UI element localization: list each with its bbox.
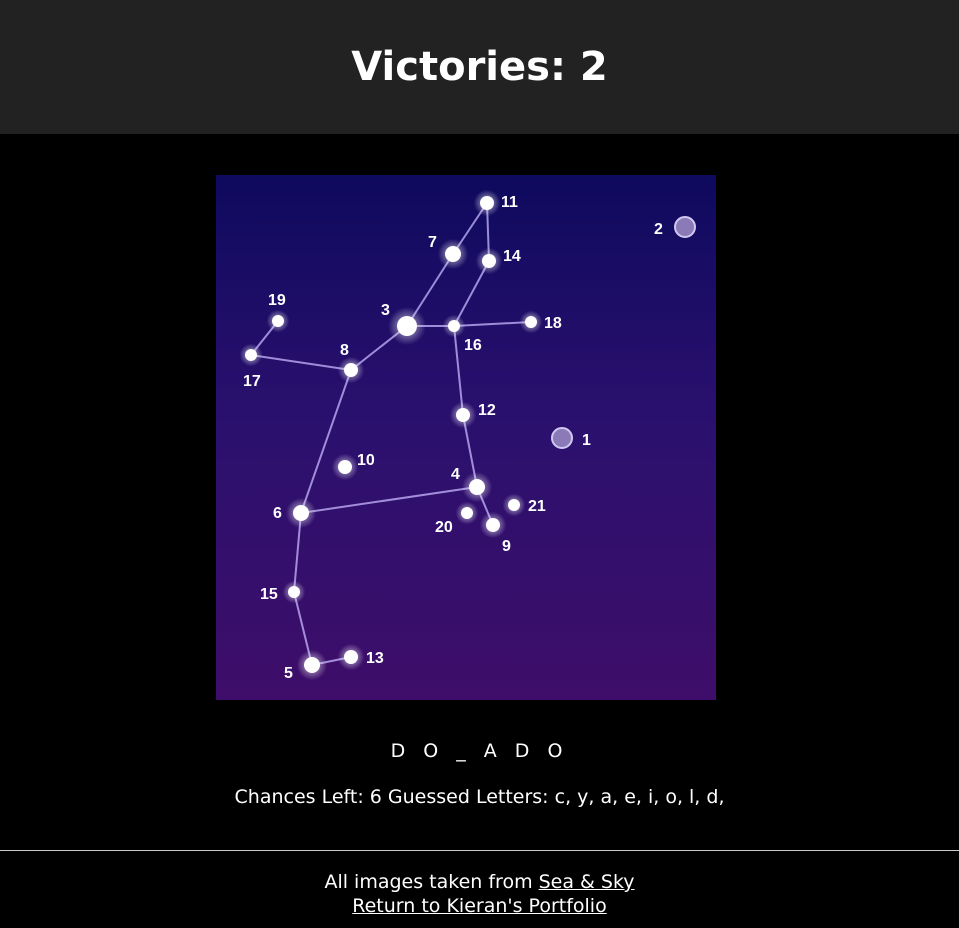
sea-and-sky-link[interactable]: Sea & Sky	[538, 871, 635, 893]
star-8: 8	[337, 342, 365, 384]
star-17: 17	[239, 343, 263, 390]
star-2: 2	[654, 216, 696, 238]
star-3: 3	[381, 302, 426, 345]
star-label-12: 12	[478, 402, 496, 419]
star-label-10: 10	[357, 452, 375, 469]
star-label-15: 15	[260, 586, 278, 603]
star-label-6: 6	[273, 505, 282, 522]
constellation-line-4-6	[300, 486, 478, 514]
constellation-line-16-12	[453, 325, 464, 416]
star-5: 5	[284, 649, 328, 682]
star-label-1: 1	[582, 432, 591, 449]
constellation-line-8-17	[250, 354, 352, 371]
star-label-14: 14	[503, 248, 521, 265]
word-display: D O _ A D O	[390, 740, 569, 762]
star-4: 4	[451, 466, 493, 503]
star-7: 7	[428, 234, 469, 270]
star-label-13: 13	[366, 650, 384, 667]
star-12: 12	[449, 401, 496, 429]
game-status: Chances Left: 6 Guessed Letters: c, y, a…	[234, 786, 725, 808]
star-label-7: 7	[428, 234, 437, 251]
star-15: 15	[260, 580, 306, 604]
star-21: 21	[502, 493, 546, 517]
star-9: 9	[479, 511, 511, 555]
star-label-16: 16	[464, 337, 482, 354]
footer: All images taken from Sea & Sky Return t…	[0, 870, 959, 918]
star-19: 19	[266, 292, 290, 333]
star-13: 13	[337, 643, 384, 671]
star-6: 6	[273, 497, 317, 529]
star-label-19: 19	[268, 292, 286, 309]
star-14: 14	[475, 247, 521, 275]
victories-title: Victories: 2	[351, 44, 608, 90]
portfolio-line: Return to Kieran's Portfolio	[0, 894, 959, 918]
star-label-17: 17	[243, 373, 261, 390]
constellation-line-16-18	[453, 321, 532, 327]
star-label-4: 4	[451, 466, 460, 483]
star-label-21: 21	[528, 498, 546, 515]
star-label-3: 3	[381, 302, 390, 319]
header-bar: Victories: 2	[0, 0, 959, 134]
constellation-line-8-6	[300, 369, 352, 514]
star-label-20: 20	[435, 519, 453, 536]
footer-divider	[0, 850, 959, 851]
star-label-11: 11	[501, 194, 518, 211]
star-11: 11	[473, 189, 518, 217]
star-label-5: 5	[284, 665, 293, 682]
star-20: 20	[435, 501, 479, 536]
star-label-9: 9	[502, 538, 511, 555]
star-1: 1	[551, 427, 591, 449]
star-16: 16	[442, 314, 482, 354]
star-18: 18	[519, 310, 562, 334]
portfolio-link[interactable]: Return to Kieran's Portfolio	[352, 895, 607, 917]
star-label-2: 2	[654, 221, 663, 238]
star-label-18: 18	[544, 315, 562, 332]
star-10: 10	[331, 452, 375, 481]
star-label-8: 8	[340, 342, 349, 359]
credit-prefix: All images taken from	[324, 871, 539, 893]
credit-line: All images taken from Sea & Sky	[0, 870, 959, 894]
